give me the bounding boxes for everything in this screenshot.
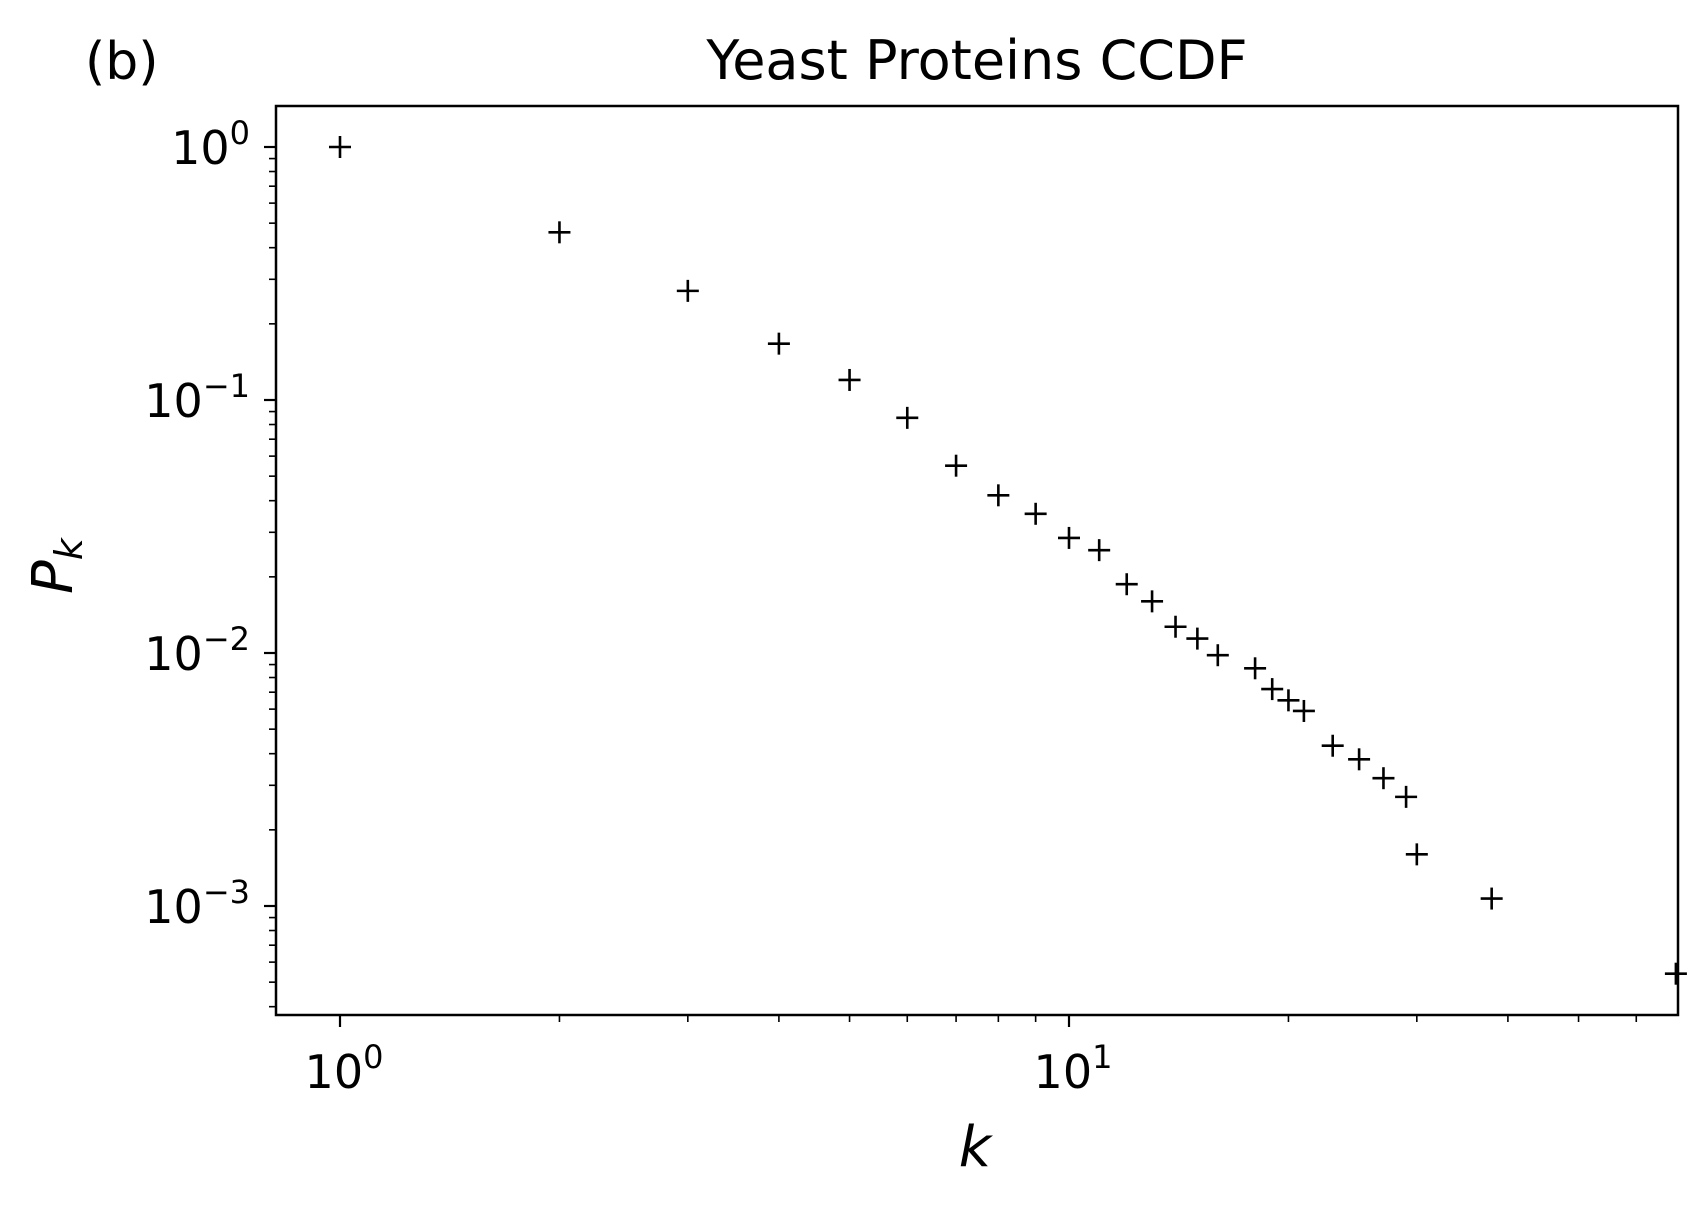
data-point — [896, 406, 919, 429]
data-point — [1261, 678, 1284, 701]
data-point — [1395, 785, 1418, 808]
plot-frame — [274, 104, 1680, 1017]
data-point — [1024, 502, 1047, 525]
data-point — [1141, 590, 1164, 613]
data-point — [1186, 627, 1209, 650]
x-tick-label: 100 — [305, 1038, 384, 1099]
data-point — [767, 332, 790, 355]
data-point — [548, 221, 571, 244]
y-tick-label: 10−1 — [144, 367, 250, 428]
data-point — [1372, 767, 1395, 790]
y-axis-label-group: Pk — [21, 536, 91, 594]
y-axis-label-subscript: k — [47, 536, 91, 560]
data-point — [987, 484, 1010, 507]
data-point — [1164, 615, 1187, 638]
chart-title: Yeast Proteins CCDF — [705, 29, 1247, 92]
y-tick-label: 100 — [171, 114, 250, 175]
data-point — [1206, 644, 1229, 667]
data-point — [1321, 734, 1344, 757]
data-point — [1480, 887, 1503, 910]
data-point — [1405, 843, 1428, 866]
data-point — [1058, 526, 1080, 549]
x-tick-label: 101 — [1034, 1038, 1113, 1099]
data-point — [1664, 962, 1687, 985]
data-point — [838, 368, 861, 391]
data-point — [1088, 539, 1111, 562]
axis-ticks: 100 101 100 10−1 10−2 10−3 — [144, 114, 1638, 1099]
data-point — [676, 279, 699, 302]
y-tick-label: 10−3 — [144, 873, 250, 934]
y-axis-label: Pk — [21, 536, 91, 594]
data-point — [1292, 699, 1315, 722]
data-points — [329, 136, 1687, 985]
data-point — [1115, 573, 1138, 596]
data-point — [1244, 657, 1267, 680]
x-axis-label: k — [959, 1115, 994, 1180]
y-tick-label: 10−2 — [144, 620, 250, 681]
data-point — [1277, 689, 1300, 712]
data-point — [945, 454, 968, 477]
data-point — [1348, 748, 1371, 771]
panel-label: (b) — [85, 32, 159, 92]
data-point — [329, 136, 351, 158]
